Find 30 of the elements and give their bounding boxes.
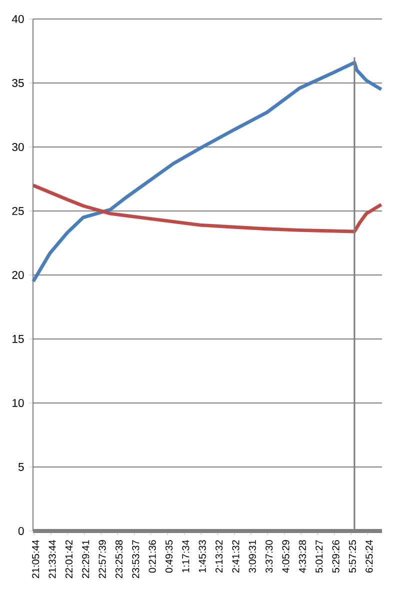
y-tick-label: 20 [12, 270, 24, 280]
x-tick-label: 5:57:25 [348, 540, 356, 573]
x-tick-label: 1:45:33 [198, 540, 206, 572]
y-tick-label: 40 [12, 15, 24, 24]
x-tick-label: 3:09:31 [248, 540, 256, 573]
x-tick-label: 6:25:24 [366, 540, 373, 573]
x-tick-label: 4:05:29 [282, 540, 290, 573]
y-tick-label: 15 [12, 335, 24, 343]
y-tick-label: 10 [12, 398, 24, 407]
x-tick-label: 5:01:27 [316, 540, 323, 573]
x-tick-label: 22:29:41 [82, 540, 90, 578]
x-tick-label: 2:13:32 [216, 540, 223, 573]
x-tick-label: 23:25:38 [115, 540, 123, 578]
x-tick-label: 2:41:32 [232, 540, 240, 573]
x-tick-label: 21:33:44 [48, 540, 56, 578]
x-tick-label: 23:53:37 [132, 540, 140, 578]
y-tick-label: 30 [12, 142, 24, 152]
x-tick-label: 0:21:36 [148, 540, 156, 573]
y-tick-label: 0 [18, 526, 24, 535]
y-tick-label: 5 [18, 463, 24, 471]
x-tick-label: 0:49:35 [165, 540, 173, 573]
y-tick-label: 25 [12, 206, 24, 216]
x-tick-label: 22:57:39 [98, 540, 106, 578]
x-tick-label: 4:33:28 [298, 540, 306, 573]
y-tick-label: 35 [12, 79, 24, 88]
x-tick-label: 3:37:30 [266, 540, 273, 573]
x-tick-label: 21:05:44 [32, 540, 40, 578]
x-tick-label: 22:01:42 [65, 540, 73, 578]
x-tick-label: 5:29:26 [332, 540, 340, 573]
x-tick-label: 1:17:34 [182, 540, 190, 572]
